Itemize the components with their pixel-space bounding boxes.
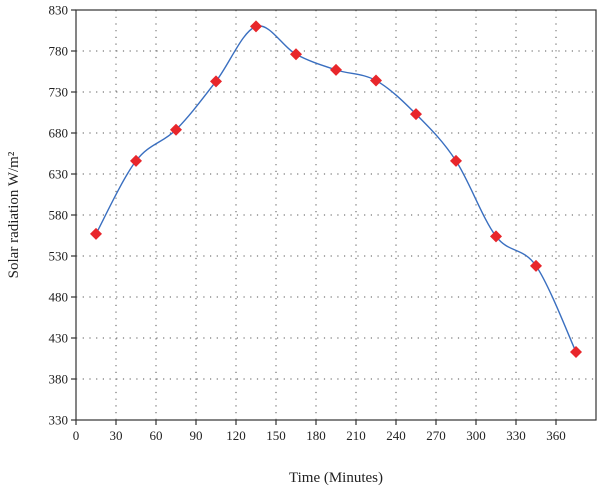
- y-tick-label: 680: [49, 126, 69, 141]
- data-point-marker: [410, 108, 422, 121]
- x-tick-label: 180: [306, 428, 326, 443]
- y-tick-label: 330: [49, 413, 69, 428]
- data-point-marker: [290, 48, 302, 61]
- axis-ticks: [71, 9, 557, 425]
- x-tick-label: 240: [386, 428, 406, 443]
- x-tick-label: 90: [190, 428, 203, 443]
- x-axis-tick-labels: 0 30 60 90 120 150 180 210 240 270 300 330 360: [73, 428, 566, 443]
- x-tick-label: 210: [346, 428, 366, 443]
- x-tick-label: 270: [426, 428, 446, 443]
- x-tick-label: 0: [73, 428, 80, 443]
- x-axis-title: Time (Minutes): [289, 470, 383, 486]
- data-point-marker: [90, 227, 102, 240]
- x-tick-label: 330: [506, 428, 526, 443]
- data-point-marker: [450, 154, 462, 167]
- data-point-marker: [130, 154, 142, 167]
- y-tick-label: 530: [49, 249, 69, 264]
- data-point-marker: [370, 74, 382, 87]
- x-tick-label: 360: [546, 428, 566, 443]
- data-point-marker: [170, 123, 182, 136]
- data-point-marker: [250, 20, 262, 33]
- data-point-marker: [490, 230, 502, 243]
- y-tick-label: 730: [49, 85, 69, 100]
- x-tick-label: 150: [266, 428, 286, 443]
- y-tick-label: 380: [49, 372, 69, 387]
- x-tick-label: 300: [466, 428, 486, 443]
- y-tick-label: 630: [49, 167, 69, 182]
- y-axis-title: Solar radiation W/m²: [6, 151, 22, 278]
- y-tick-label: 480: [49, 290, 69, 305]
- y-tick-label: 430: [49, 331, 69, 346]
- y-axis-tick-labels: 330 380 430 480 530 580 630 680 730 780 830: [49, 3, 69, 428]
- x-tick-label: 120: [226, 428, 246, 443]
- data-point-marker: [530, 259, 542, 272]
- x-tick-label: 30: [110, 428, 123, 443]
- data-point-marker: [570, 345, 582, 358]
- data-point-marker: [330, 63, 342, 76]
- data-markers: [90, 20, 582, 358]
- y-tick-label: 830: [49, 3, 69, 18]
- x-tick-label: 60: [150, 428, 163, 443]
- y-tick-label: 580: [49, 208, 69, 223]
- y-tick-label: 780: [49, 44, 69, 59]
- data-point-marker: [210, 75, 222, 88]
